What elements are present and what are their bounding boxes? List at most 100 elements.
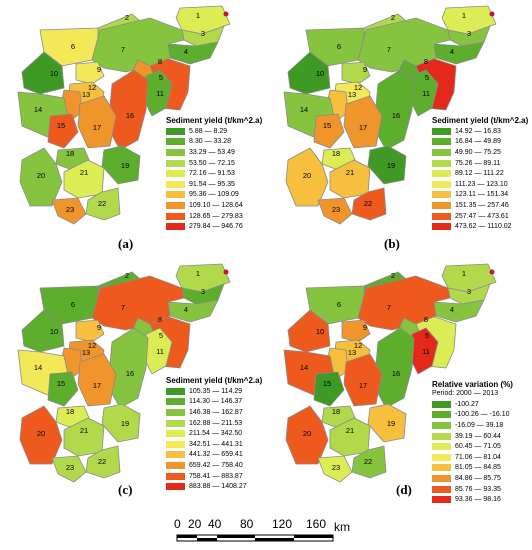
subbasin-7 <box>91 275 185 331</box>
legend-item: -100.26 — -16.10 <box>432 410 513 421</box>
subbasin-label: 3 <box>467 287 471 296</box>
subbasin-label: 19 <box>387 161 395 170</box>
legend-item: -16.09 — 39.18 <box>432 420 513 431</box>
map-panel-b: 1 2 3 4 5 6 7 8 9 10 11 12 13 14 15 16 17 18 19 20 21 22 23 Se… <box>266 0 532 251</box>
legend-swatch <box>166 483 185 491</box>
legend-item: 279.84 — 946.76 <box>166 221 262 232</box>
legend-item: 758.41 — 883.87 <box>166 471 262 482</box>
legend-item: 211.54 — 342.50 <box>166 428 262 439</box>
outlet-marker-icon <box>223 11 229 17</box>
subbasin-19 <box>101 145 141 185</box>
legend-range-label: -100.27 <box>455 400 479 408</box>
legend-swatch <box>166 451 185 459</box>
legend-range-label: -100.26 — -16.10 <box>455 411 510 419</box>
subbasin-7 <box>91 17 185 73</box>
legend-item: 473.62 — 1110.02 <box>432 221 528 232</box>
panel-label-c: (c) <box>118 482 133 497</box>
legend-range-label: 342.51 — 441.31 <box>189 440 243 448</box>
scale-bar-segment <box>177 535 197 538</box>
legend-swatch <box>432 432 451 440</box>
subbasin-label: 15 <box>57 379 65 388</box>
subbasin-17 <box>343 353 383 407</box>
subbasin-label: 9 <box>97 65 101 74</box>
subbasin-label: 16 <box>392 369 400 378</box>
legend-range-label: 114.30 — 146.37 <box>189 398 243 406</box>
subbasin-label: 21 <box>80 426 88 435</box>
subbasin-label: 2 <box>391 271 395 280</box>
subbasin-label: 23 <box>332 463 340 472</box>
subbasin-15 <box>313 371 345 407</box>
subbasin-4 <box>433 41 485 65</box>
subbasin-label: 7 <box>387 45 391 54</box>
legend-item: 128.65 — 279.83 <box>166 211 262 222</box>
subbasin-4 <box>433 299 485 323</box>
panel-label-d: (d) <box>396 482 412 497</box>
subbasin-10 <box>287 51 331 95</box>
legend-range-label: 89.12 — 111.22 <box>455 170 504 178</box>
subbasin-label: 15 <box>57 121 65 130</box>
legend-range-label: 91.54 — 95.35 <box>189 180 235 188</box>
subbasin-9 <box>341 319 371 343</box>
scale-bar-segment <box>255 538 294 541</box>
subbasin-label: 1 <box>196 11 200 20</box>
legend-subtitle: Period: 2000 — 2013 <box>432 390 499 397</box>
subbasin-label: 22 <box>364 199 372 208</box>
map-panel-d: 1 2 3 4 5 6 7 8 9 10 11 12 13 14 15 16 17 18 19 20 21 22 23 Re… <box>266 258 532 506</box>
legend-c: Sediment yield (t/km^2.a) 105.35 — 114.29… <box>166 376 262 492</box>
subbasin-label: 9 <box>363 65 367 74</box>
subbasin-label: 18 <box>332 149 340 158</box>
legend-range-label: 93.36 — 98.16 <box>455 496 501 504</box>
legend-swatch <box>432 223 451 231</box>
legend-swatch <box>432 443 451 451</box>
subbasin-label: 13 <box>82 90 90 99</box>
subbasin-label: 3 <box>201 287 205 296</box>
legend-item: 883.88 — 1408.27 <box>166 481 262 492</box>
subbasin-20 <box>19 147 63 207</box>
subbasin-label: 13 <box>82 348 90 357</box>
legend-swatch <box>166 472 185 480</box>
subbasin-label: 15 <box>323 379 331 388</box>
subbasin-label: 22 <box>364 457 372 466</box>
subbasin-label: 12 <box>354 83 362 92</box>
subbasin-label: 5 <box>159 331 163 340</box>
subbasin-label: 20 <box>303 171 311 180</box>
subbasin-label: 4 <box>184 47 188 56</box>
legend-item: 659.42 — 758.40 <box>166 460 262 471</box>
subbasin-7 <box>357 17 451 73</box>
legend-a: Sediment yield (t/km^2.a) 5.88 — 8.29 8.30… <box>166 116 262 232</box>
subbasin-label: 4 <box>184 305 188 314</box>
subbasin-label: 1 <box>462 11 466 20</box>
legend-range-label: 8.30 — 33.28 <box>189 138 232 146</box>
legend-swatch <box>166 387 185 395</box>
legend-title: Sediment yield (t/km^2.a) <box>166 376 263 385</box>
legend-item: 72.16 — 91.53 <box>166 168 262 179</box>
subbasin-19 <box>101 403 141 443</box>
subbasin-label: 7 <box>121 303 125 312</box>
subbasin-17 <box>77 95 117 149</box>
subbasin-16 <box>107 69 149 151</box>
legend-swatch <box>166 398 185 406</box>
legend-swatch <box>432 127 451 135</box>
subbasin-label: 13 <box>348 90 356 99</box>
legend-swatch <box>432 485 451 493</box>
legend-swatch <box>432 464 451 472</box>
legend-item: 146.38 — 162.87 <box>166 407 262 418</box>
subbasin-label: 3 <box>467 29 471 38</box>
subbasin-label: 7 <box>121 45 125 54</box>
subbasin-label: 2 <box>125 13 129 22</box>
subbasin-label: 22 <box>98 457 106 466</box>
subbasin-10 <box>287 309 331 353</box>
scale-tick-label: 0 <box>174 517 181 531</box>
subbasin-label: 17 <box>93 381 101 390</box>
subbasin-label: 15 <box>323 121 331 130</box>
subbasin-label: 20 <box>303 429 311 438</box>
subbasin-label: 6 <box>337 42 341 51</box>
legend-swatch <box>432 212 451 220</box>
subbasin-7 <box>357 275 451 331</box>
legend-swatch <box>432 496 451 504</box>
scale-tick-label: 160 <box>306 517 327 531</box>
subbasin-label: 7 <box>387 303 391 312</box>
legend-item: 16.84 — 49.89 <box>432 137 528 148</box>
subbasin-label: 8 <box>158 57 162 66</box>
subbasin-20 <box>285 405 329 465</box>
